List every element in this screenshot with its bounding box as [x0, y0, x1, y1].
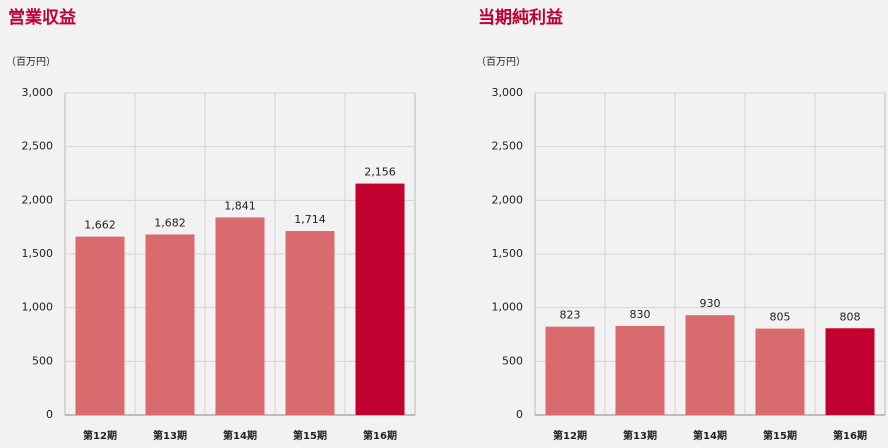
y-tick-label: 2,000 [492, 193, 524, 206]
bar [145, 234, 195, 415]
x-tick-label: 第13期 [623, 429, 657, 442]
y-tick-label: 3,000 [22, 86, 54, 99]
x-tick-label: 第12期 [83, 429, 117, 442]
y-tick-label: 0 [46, 408, 53, 421]
value-label: 2,156 [364, 166, 396, 179]
value-label: 805 [770, 311, 791, 324]
bar [615, 325, 665, 415]
y-tick-label: 1,500 [22, 247, 54, 260]
y-tick-label: 3,000 [492, 86, 524, 99]
x-tick-label: 第14期 [693, 429, 727, 442]
unit-label: （百万円） [6, 56, 56, 68]
x-tick-label: 第15期 [293, 429, 327, 442]
x-tick-label: 第13期 [153, 429, 187, 442]
bar [825, 328, 875, 415]
y-tick-label: 1,500 [492, 247, 524, 260]
value-label: 808 [840, 310, 861, 323]
bar [355, 183, 405, 415]
bar [545, 326, 595, 415]
bar [755, 328, 805, 415]
y-tick-label: 500 [502, 354, 523, 367]
bar [685, 315, 735, 415]
value-label: 830 [630, 308, 651, 321]
value-label: 1,682 [154, 216, 186, 229]
value-label: 1,714 [294, 213, 326, 226]
x-tick-label: 第16期 [363, 429, 397, 442]
value-label: 930 [700, 297, 721, 310]
x-tick-label: 第12期 [553, 429, 587, 442]
y-tick-label: 2,000 [22, 193, 54, 206]
value-label: 1,841 [224, 199, 256, 212]
x-tick-label: 第15期 [763, 429, 797, 442]
x-tick-label: 第14期 [223, 429, 257, 442]
chart-title: 当期純利益 [478, 7, 563, 28]
bar [285, 231, 335, 415]
chart-title: 営業収益 [8, 7, 76, 28]
value-label: 823 [560, 309, 581, 322]
y-tick-label: 0 [516, 408, 523, 421]
bar [75, 236, 125, 415]
unit-label: （百万円） [476, 56, 526, 68]
y-tick-label: 2,500 [22, 140, 54, 153]
y-tick-label: 1,000 [492, 301, 524, 314]
y-tick-label: 2,500 [492, 140, 524, 153]
y-tick-label: 1,000 [22, 301, 54, 314]
bar [215, 217, 265, 415]
x-tick-label: 第16期 [833, 429, 867, 442]
value-label: 1,662 [84, 219, 116, 232]
y-tick-label: 500 [32, 354, 53, 367]
